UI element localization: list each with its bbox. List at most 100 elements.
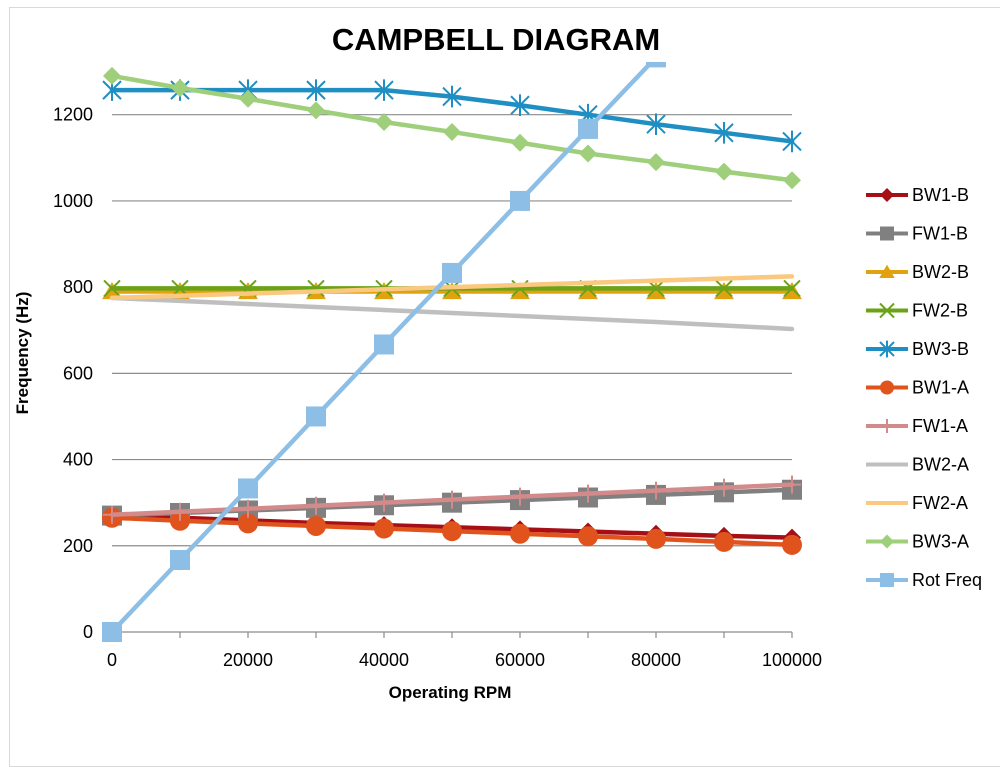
legend-label: FW2-A bbox=[912, 493, 968, 513]
data-point bbox=[647, 481, 665, 500]
data-point bbox=[578, 526, 598, 547]
data-point bbox=[102, 622, 122, 642]
legend: BW1-B FW1-B BW2-B FW2-B BW3-B BW1-A FW1-A BW2-A… bbox=[866, 185, 982, 590]
data-point bbox=[647, 153, 665, 172]
legend-item-bw1-b: BW1-B bbox=[866, 185, 969, 205]
legend-item-bw3-a: BW3-A bbox=[866, 532, 969, 552]
chart-title: CAMPBELL DIAGRAM bbox=[332, 22, 660, 57]
legend-marker bbox=[880, 419, 894, 433]
data-point bbox=[511, 487, 529, 506]
x-tick-label: 0 bbox=[107, 650, 117, 670]
legend-label: BW2-A bbox=[912, 455, 969, 475]
y-tick-label: 400 bbox=[63, 450, 93, 470]
legend-label: BW3-B bbox=[912, 339, 969, 359]
y-tick-label: 1200 bbox=[53, 105, 93, 125]
legend-marker bbox=[879, 340, 895, 358]
series-bw3-a bbox=[103, 66, 801, 190]
legend-marker bbox=[880, 188, 894, 202]
data-point bbox=[715, 162, 733, 181]
data-point bbox=[374, 79, 394, 101]
series-bw3-b bbox=[102, 79, 802, 153]
series-line-bw2-a bbox=[109, 295, 795, 332]
data-point bbox=[782, 534, 802, 555]
legend-marker bbox=[880, 534, 894, 549]
gridlines bbox=[112, 114, 792, 547]
data-point bbox=[782, 130, 802, 153]
data-point bbox=[783, 171, 801, 190]
series-layer bbox=[102, 62, 802, 642]
y-tick-label: 800 bbox=[63, 277, 93, 297]
data-point bbox=[306, 79, 326, 101]
data-point bbox=[646, 113, 666, 135]
legend-item-bw2-b: BW2-B bbox=[866, 262, 969, 282]
series-bw1-a bbox=[102, 507, 802, 555]
legend-item-bw1-a: BW1-A bbox=[866, 378, 969, 398]
data-point bbox=[375, 493, 393, 512]
legend-marker bbox=[880, 380, 894, 395]
data-point bbox=[715, 279, 733, 298]
legend-label: FW1-B bbox=[912, 224, 968, 244]
data-point bbox=[510, 94, 530, 117]
series-line-fw2-a bbox=[109, 274, 795, 301]
data-point bbox=[646, 62, 666, 68]
x-tick-label: 100000 bbox=[762, 650, 822, 670]
data-point bbox=[442, 262, 462, 283]
data-point bbox=[306, 515, 326, 536]
data-point bbox=[714, 531, 734, 552]
data-point bbox=[239, 89, 257, 108]
y-tick-label: 200 bbox=[63, 536, 93, 556]
x-tick-label: 40000 bbox=[359, 650, 409, 670]
legend-label: BW1-A bbox=[912, 378, 969, 398]
legend-label: BW1-B bbox=[912, 185, 969, 205]
data-point bbox=[170, 550, 190, 571]
data-point bbox=[578, 118, 598, 139]
data-point bbox=[171, 78, 189, 97]
data-point bbox=[579, 484, 597, 503]
data-point bbox=[442, 85, 462, 108]
y-axis-label: Frequency (Hz) bbox=[13, 292, 32, 415]
data-point bbox=[239, 499, 257, 518]
x-axis-label: Operating RPM bbox=[389, 683, 512, 702]
legend-marker bbox=[880, 226, 894, 241]
data-point bbox=[306, 406, 326, 427]
data-point bbox=[646, 528, 666, 549]
legend-item-fw2-a: FW2-A bbox=[866, 493, 968, 513]
data-point bbox=[103, 279, 121, 298]
data-point bbox=[714, 122, 734, 144]
legend-item-bw2-a: BW2-A bbox=[866, 455, 969, 475]
data-point bbox=[307, 101, 325, 120]
data-point bbox=[171, 502, 189, 521]
data-point bbox=[783, 475, 801, 494]
legend-item-bw3-b: BW3-B bbox=[866, 339, 969, 359]
series-rot-freq bbox=[102, 62, 666, 642]
y-tick-label: 0 bbox=[83, 622, 93, 642]
data-point bbox=[443, 122, 461, 141]
legend-item-fw2-b: FW2-B bbox=[866, 301, 968, 321]
legend-label: BW2-B bbox=[912, 262, 969, 282]
data-point bbox=[579, 144, 597, 163]
legend-label: BW3-A bbox=[912, 532, 969, 552]
data-point bbox=[375, 113, 393, 132]
axes: 0 200 400 600 800 1000 1200 0 20000 40000 60000 800… bbox=[53, 105, 822, 670]
data-point bbox=[103, 505, 121, 524]
legend-marker bbox=[879, 264, 895, 278]
x-tick-label: 80000 bbox=[631, 650, 681, 670]
data-point bbox=[307, 496, 325, 515]
legend-item-rot-freq: Rot Freq bbox=[866, 570, 982, 590]
series-bw2-a bbox=[109, 295, 795, 332]
legend-item-fw1-a: FW1-A bbox=[866, 416, 968, 436]
data-point bbox=[510, 190, 530, 211]
data-point bbox=[783, 279, 801, 298]
data-point bbox=[443, 490, 461, 509]
legend-marker bbox=[880, 573, 894, 587]
x-tick-label: 20000 bbox=[223, 650, 273, 670]
data-point bbox=[103, 66, 121, 85]
data-point bbox=[715, 478, 733, 497]
data-point bbox=[511, 133, 529, 152]
series-fw2-a bbox=[109, 274, 795, 301]
legend-label: FW1-A bbox=[912, 416, 968, 436]
data-point bbox=[374, 334, 394, 355]
data-point bbox=[647, 279, 665, 298]
data-point bbox=[374, 518, 394, 539]
data-point bbox=[510, 523, 530, 544]
